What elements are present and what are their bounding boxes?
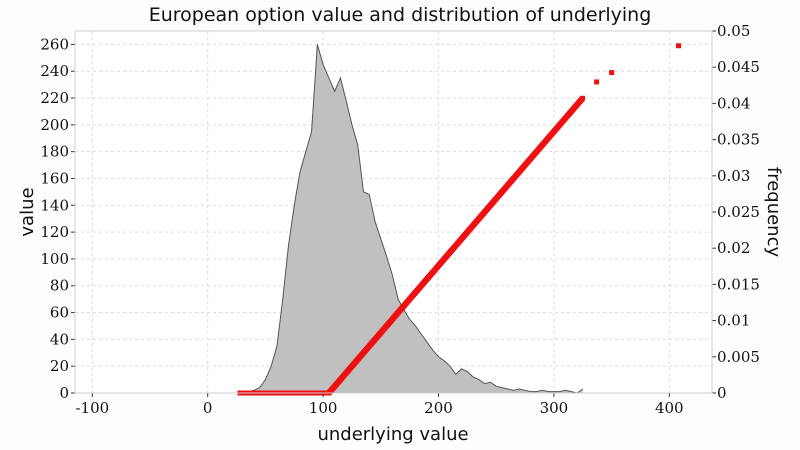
distribution-series (103, 44, 584, 394)
x-tick-label: 400 (655, 399, 684, 417)
y-tick-label: 160 (40, 169, 69, 187)
x-tick-label: 200 (424, 399, 453, 417)
x-tick-label: 300 (540, 399, 569, 417)
y2-tick-label: 0.02 (717, 239, 750, 257)
x-tick-label: -100 (75, 399, 109, 417)
x-tick-label: 0 (203, 399, 213, 417)
y-tick-label: 120 (40, 223, 69, 241)
y2-tick-label: 0.01 (717, 312, 750, 330)
y-tick-label: 200 (40, 116, 69, 134)
option-value-point (609, 70, 615, 76)
y-axis: 0 20 40 60 80 100 120 140 160 180 200 220 240 260 (40, 31, 76, 402)
y-tick-label: 100 (40, 250, 69, 268)
y-tick-label: 40 (50, 330, 69, 348)
option-value-point (580, 95, 586, 101)
y-tick-label: 140 (40, 196, 69, 214)
option-value-point (676, 43, 682, 49)
plot-frame (74, 30, 713, 394)
y-tick-label: 60 (50, 304, 69, 322)
y-axis-label: value (17, 187, 38, 236)
y-tick-label: 260 (40, 35, 69, 53)
y2-tick-label: 0.005 (717, 348, 760, 366)
y-tick-label: 0 (59, 384, 69, 402)
distribution-line (103, 44, 584, 394)
y2-axis-label: frequency (763, 167, 784, 258)
x-axis-label: underlying value (317, 424, 468, 445)
y2-tick-label: 0.015 (717, 275, 760, 293)
x-tick-label: 100 (309, 399, 338, 417)
y2-tick-label: 0.035 (717, 131, 760, 149)
chart-title: European option value and distribution o… (149, 4, 652, 26)
y-tick-label: 80 (50, 277, 69, 295)
y2-tick-label: 0.025 (717, 203, 760, 221)
y2-tick-label: 0.05 (717, 22, 750, 40)
y2-tick-label: 0 (717, 384, 727, 402)
y-tick-label: 220 (40, 89, 69, 107)
y2-tick-label: 0.04 (717, 94, 750, 112)
distribution-area (103, 44, 583, 393)
y-tick-label: 240 (40, 62, 69, 80)
y-tick-label: 20 (50, 357, 69, 375)
y2-axis: 0 0.005 0.01 0.015 0.02 0.025 0.03 0.035 0.04 0.0… (711, 22, 760, 402)
x-axis: -100 0 100 200 300 400 (75, 392, 712, 417)
y2-tick-label: 0.045 (717, 58, 760, 76)
y2-tick-label: 0.03 (717, 167, 750, 185)
y-tick-label: 180 (40, 143, 69, 161)
option-value-point (594, 79, 600, 85)
